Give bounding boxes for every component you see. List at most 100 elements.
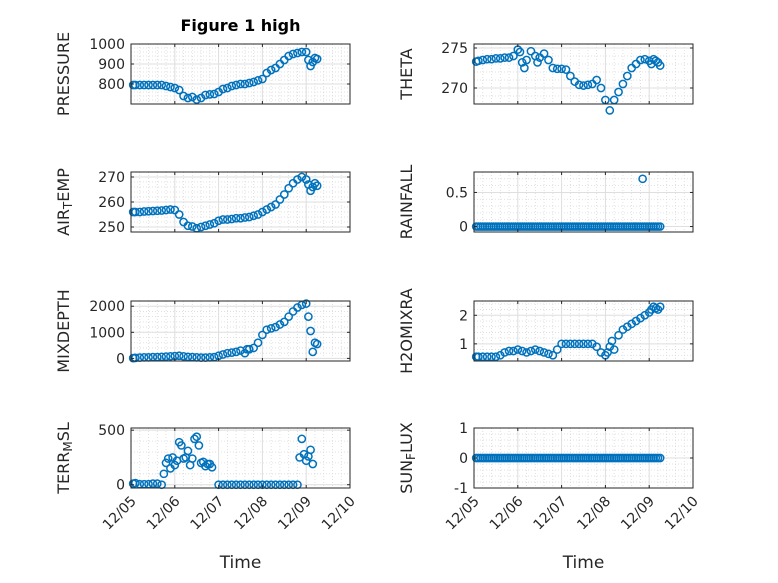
data-point [223,348,232,358]
data-point [284,312,294,322]
axes-background [474,172,693,232]
data-point [218,84,228,94]
data-point [253,76,263,85]
data-point [535,346,545,356]
data-point [194,441,204,450]
y-tick-label: 250 [98,220,125,236]
data-point [227,214,237,224]
data-point [201,221,210,231]
data-point [293,175,302,184]
y-axis-label: PRESSURE [54,32,73,116]
data-point [244,78,254,88]
data-point [218,215,228,224]
data-point [504,53,514,62]
data-point [187,454,197,463]
data-point [478,55,488,65]
y-tick-label: 1000 [89,37,125,53]
data-point [249,77,258,87]
data-series [128,299,322,363]
data-point [308,347,318,357]
y-axis-label: AIRTEMP [54,168,75,236]
data-point [161,458,171,468]
y-axis-label: MIXDEPTH [54,289,73,372]
data-point [482,352,492,362]
data-point [244,344,254,354]
subplot-7: 0 500 12/05 12/06 12/07 12/08 12/09 12/10 Time TE… [54,422,359,573]
axes-background [474,44,693,104]
data-point [495,54,505,63]
data-point [655,302,665,312]
y-axis-label: H2OMIXRA [397,288,416,374]
data-point [231,213,241,223]
data-point [262,205,272,214]
data-point [271,322,280,332]
y-tick-label: 0 [116,478,125,494]
y-axis-label: TERRMSL [54,422,75,495]
data-point [135,207,145,217]
data-point [249,343,258,353]
data-point [474,56,483,66]
data-point [170,83,180,93]
y-axis-label-subscript: F [404,453,418,460]
data-point [139,80,149,90]
axes-box [473,43,694,105]
data-point [231,347,241,357]
data-point [179,91,188,101]
data-point [131,80,140,90]
data-point [161,81,171,91]
data-point [183,221,193,231]
data-point [301,47,311,57]
data-point [515,47,525,57]
data-series [128,172,322,233]
y-tick-label: 0 [116,351,125,367]
data-point [655,61,665,70]
data-point [227,81,237,91]
data-point [301,299,311,308]
data-point [152,479,162,488]
data-point [312,339,322,349]
data-point [183,352,193,362]
data-point [651,56,661,66]
data-point [131,207,140,217]
y-axis-label: SUNFLUX [397,422,418,494]
data-point [297,434,307,444]
data-point [196,222,206,232]
data-point [297,47,307,57]
y-tick-label: 1 [459,421,468,437]
data-point [174,210,184,219]
data-point [157,80,167,90]
data-point [231,80,241,90]
data-point [236,79,245,89]
data-point [144,80,153,90]
data-point [209,89,219,99]
data-point [258,74,267,84]
axes-background [131,428,350,488]
data-point [258,330,267,340]
x-tick-label: 12/08 [574,493,614,533]
x-tick-label: 12/08 [231,493,271,533]
subplot-2: 270 275 THETA [397,41,694,115]
data-point [526,346,536,356]
data-point [517,346,527,356]
data-point [574,339,584,349]
axes-box [130,427,351,489]
y-tick-label: 0.5 [446,185,468,201]
data-point [148,206,158,216]
data-point [179,351,188,361]
data-point [557,339,566,349]
data-point [177,441,186,450]
data-point [192,432,202,442]
y-tick-label: 1 [459,337,468,353]
y-axis-label-part: SUN [397,460,416,494]
data-point [614,87,623,97]
data-point [522,348,531,357]
data-point [520,63,529,73]
data-point [513,345,523,354]
data-point [614,330,623,340]
data-point [566,71,575,81]
data-point [544,349,553,359]
x-tick-label: 12/07 [188,493,228,533]
x-tick-label: 12/09 [618,493,658,533]
x-tick-label: 12/06 [144,493,184,533]
data-point [275,320,285,329]
